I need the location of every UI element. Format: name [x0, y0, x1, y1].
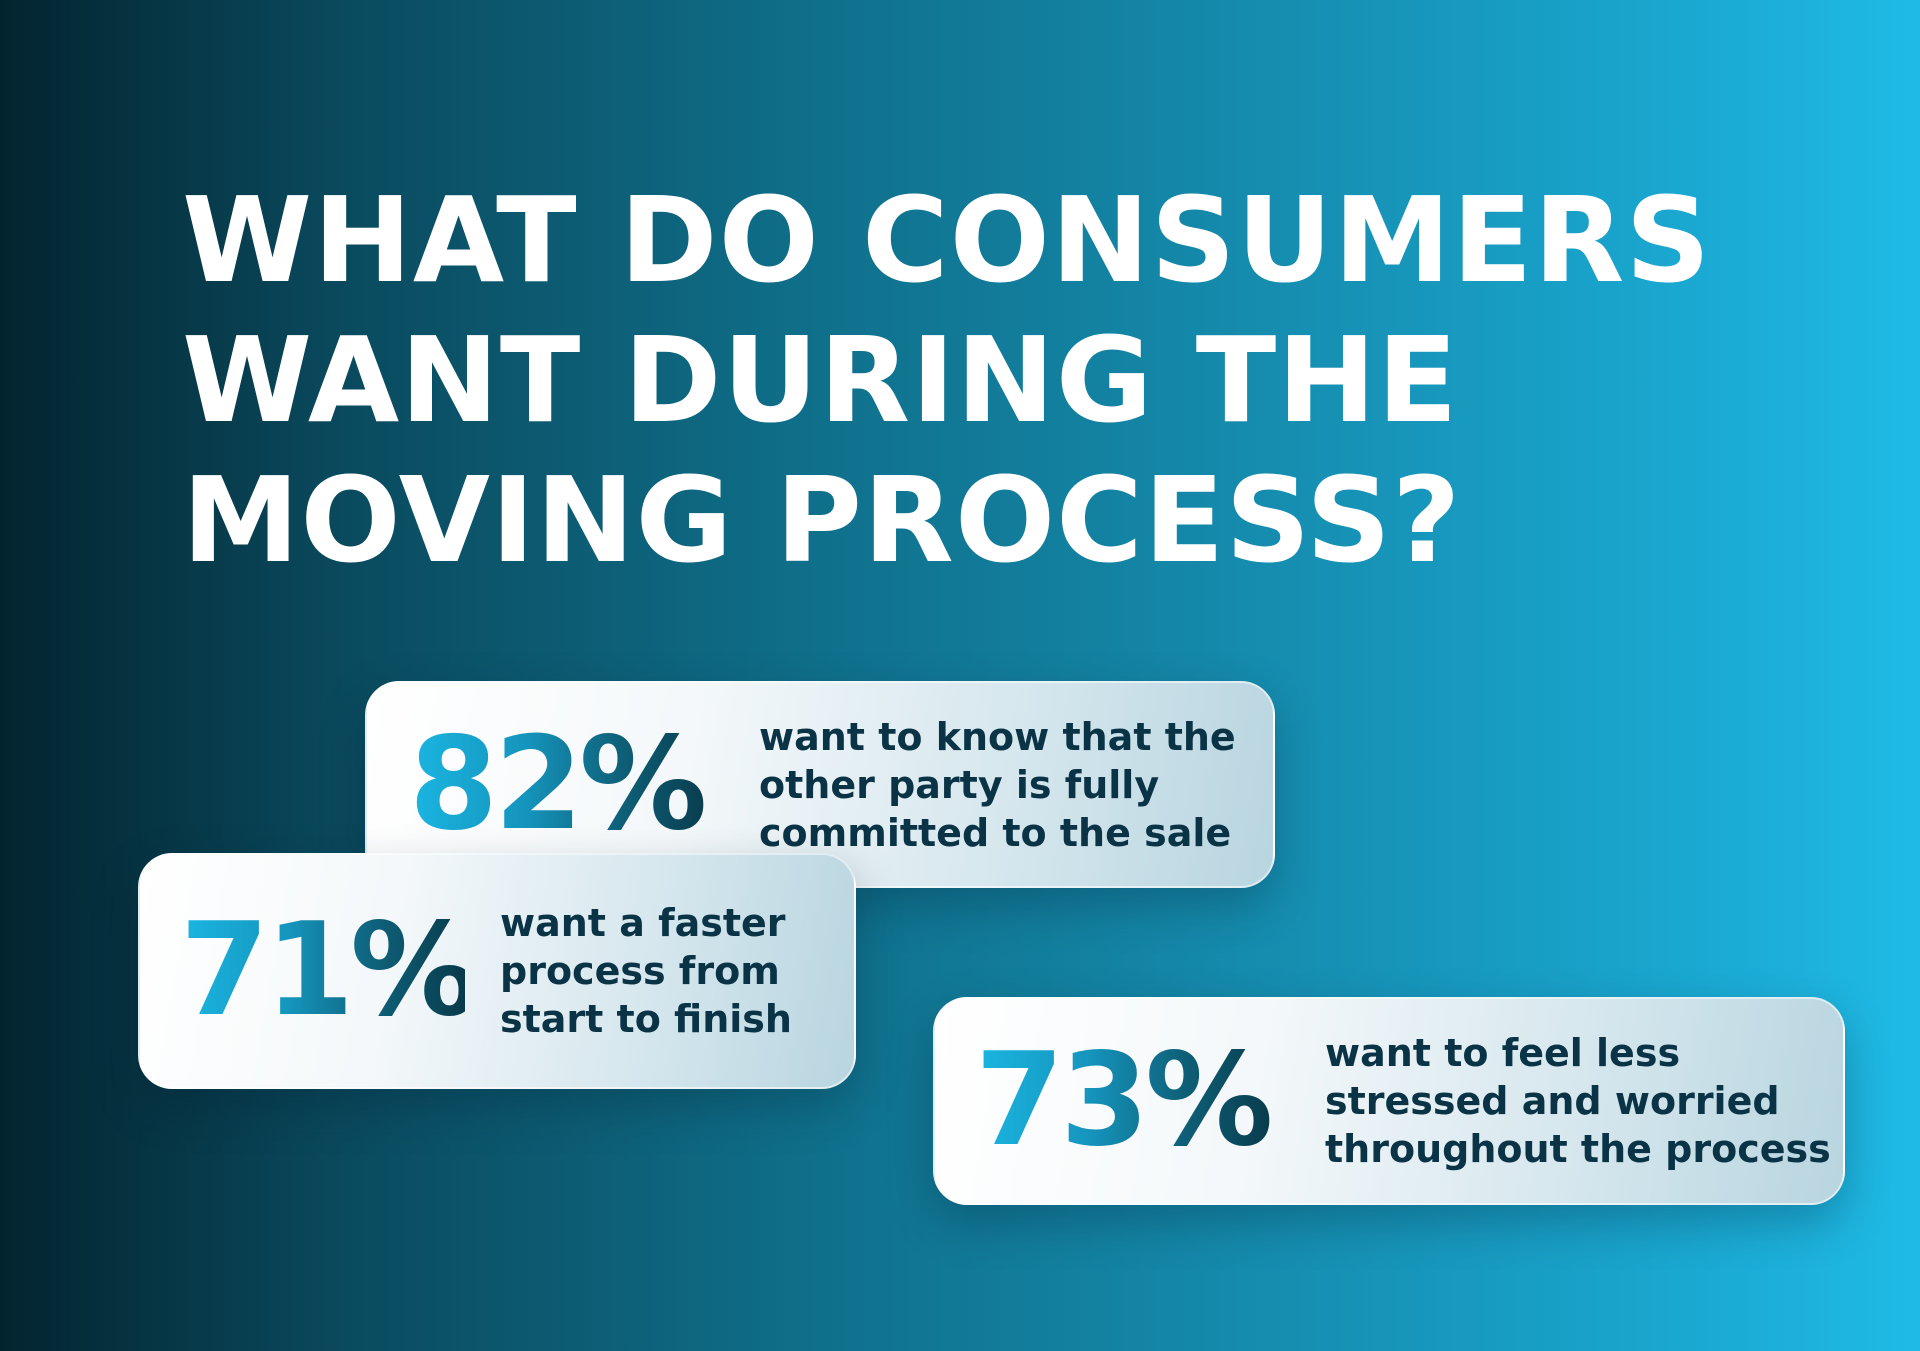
stat-description: want to feel less stressed and worried t… [1325, 1029, 1831, 1173]
headline: WHAT DO CONSUMERS WANT DURING THE MOVING… [182, 170, 1782, 590]
stat-description: want to know that the other party is ful… [759, 713, 1236, 857]
stat-card-73: 73% want to feel less stressed and worri… [933, 997, 1845, 1205]
stat-description-line: want to know that the [759, 714, 1236, 759]
stat-percent: 73% [975, 1037, 1275, 1165]
stat-description-line: want a faster [500, 901, 786, 945]
headline-line: WHAT DO CONSUMERS [182, 171, 1712, 309]
stat-description-line: want to feel less [1325, 1031, 1681, 1075]
stat-description-line: process from [500, 949, 780, 993]
stat-card-71: 71% want a faster process from start to … [138, 853, 856, 1089]
stat-card-82: 82% want to know that the other party is… [365, 681, 1275, 888]
stat-description-line: other party is fully [759, 762, 1160, 807]
headline-line: WANT DURING THE [182, 311, 1459, 449]
stat-description-line: committed to the sale [759, 810, 1232, 855]
stat-description-line: throughout the process [1325, 1127, 1831, 1171]
stat-description-line: stressed and worried [1325, 1079, 1780, 1123]
stat-description-line: start to finish [500, 997, 792, 1041]
stat-percent: 82% [409, 720, 714, 849]
stat-percent: 71% [180, 896, 478, 1045]
stat-description: want a faster process from start to fini… [500, 899, 792, 1043]
headline-line: MOVING PROCESS? [182, 451, 1462, 589]
